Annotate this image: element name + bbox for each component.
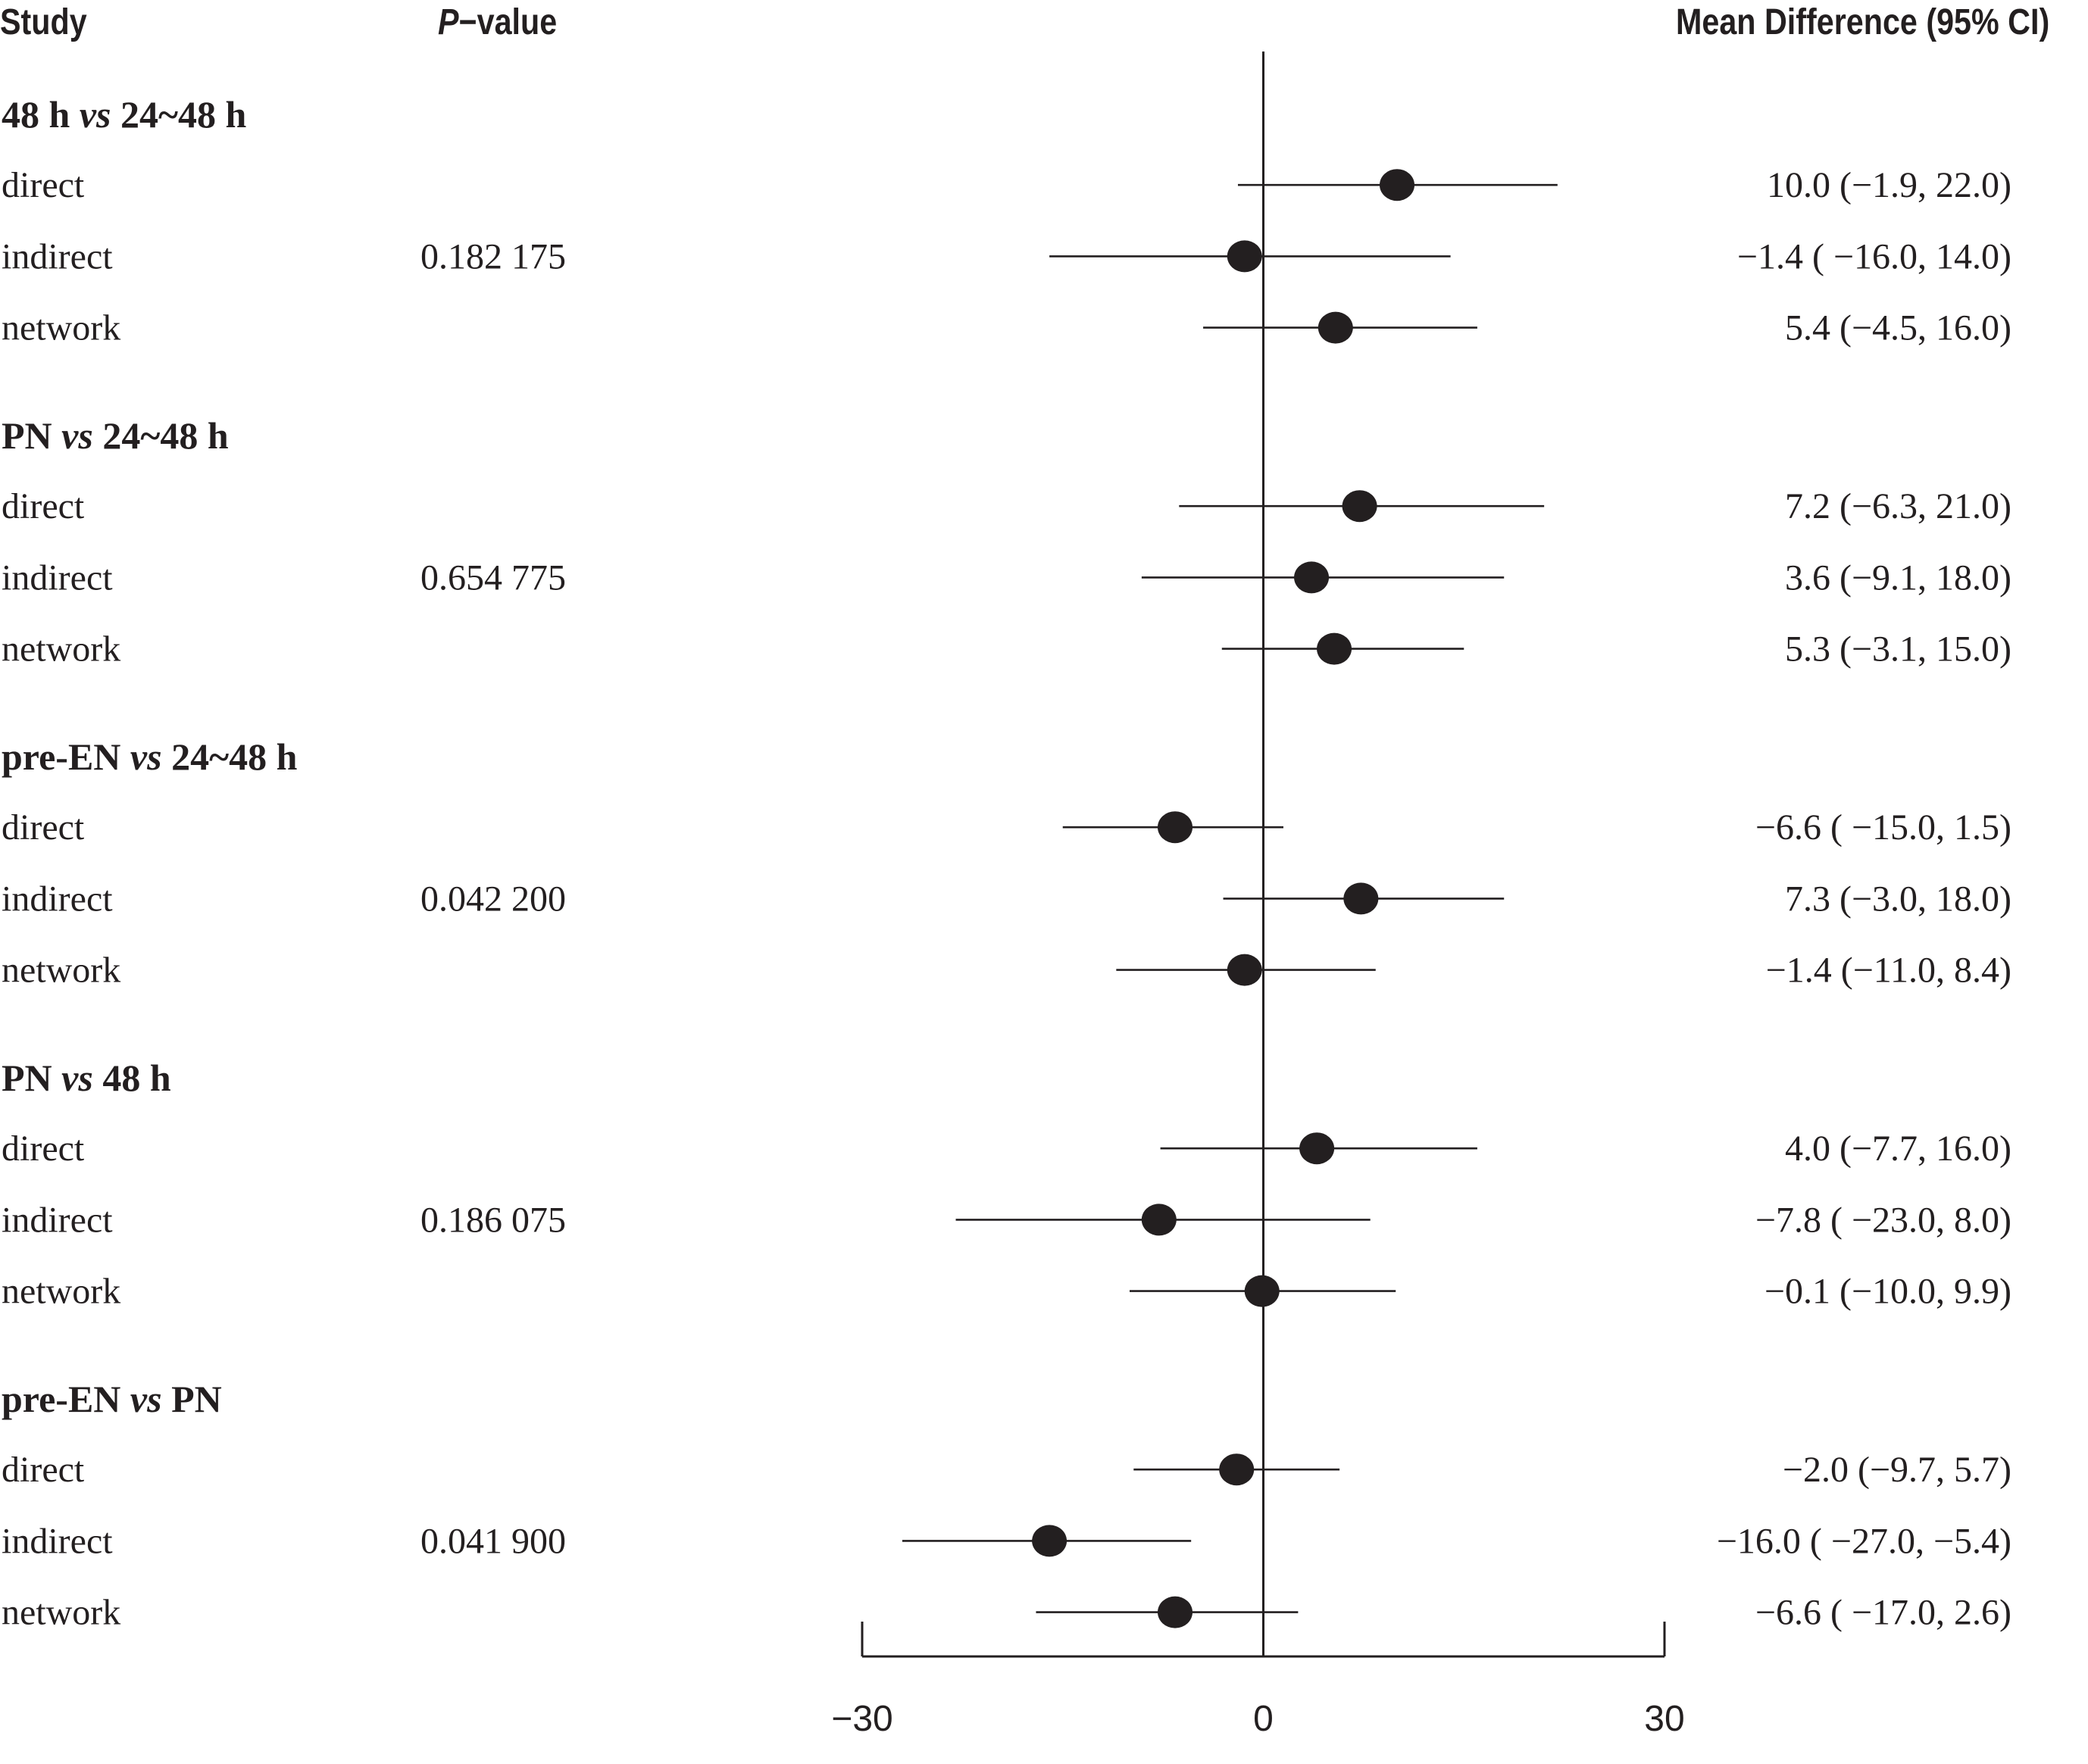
row-label: indirect	[2, 236, 113, 276]
point-estimate-marker	[1380, 169, 1414, 201]
study-column-header: Study	[0, 2, 87, 42]
mean-difference-value: −1.4 ( −16.0, 14.0)	[1737, 236, 2011, 276]
point-estimate-marker	[1032, 1525, 1067, 1557]
row-label: network	[2, 951, 120, 991]
vs-italic: vs	[130, 735, 162, 778]
comparison-label-part: PN	[162, 1378, 222, 1420]
p-value: 0.042 200	[420, 879, 566, 919]
row-label: direct	[2, 165, 85, 205]
p-value-header-italic: P	[438, 2, 459, 42]
point-estimate-marker	[1158, 811, 1193, 844]
p-value: 0.041 900	[420, 1521, 566, 1561]
comparison-label-part: 24~48 h	[93, 414, 229, 457]
x-axis-tick-label: 30	[1644, 1699, 1684, 1739]
row-label: indirect	[2, 1521, 113, 1561]
row-label: network	[2, 629, 120, 670]
x-axis-tick-label: 0	[1253, 1699, 1274, 1739]
comparison-label-part: 48 h	[2, 93, 80, 136]
row-label: direct	[2, 486, 85, 526]
point-estimate-marker	[1294, 561, 1330, 594]
mean-difference-value: 3.6 (−9.1, 18.0)	[1785, 557, 2011, 598]
mean-difference-value: −6.6 ( −17.0, 2.6)	[1755, 1593, 2011, 1633]
mean-difference-value: −0.1 (−10.0, 9.9)	[1764, 1272, 2011, 1312]
p-value-column-header: P−value	[438, 0, 557, 45]
point-estimate-marker	[1227, 954, 1262, 986]
point-estimate-marker	[1342, 490, 1377, 523]
comparison-label-part: PN	[2, 414, 61, 457]
comparison-label: pre-EN vs 24~48 h	[2, 735, 298, 778]
point-estimate-marker	[1158, 1596, 1193, 1628]
mean-difference-value: 7.2 (−6.3, 21.0)	[1785, 486, 2011, 526]
comparison-label: 48 h vs 24~48 h	[2, 93, 246, 136]
comparison-label: PN vs 24~48 h	[2, 414, 229, 457]
mean-difference-value: 10.0 (−1.9, 22.0)	[1767, 165, 2011, 205]
point-estimate-marker	[1299, 1132, 1335, 1165]
row-label: network	[2, 1593, 120, 1633]
p-value: 0.654 775	[420, 557, 566, 598]
point-estimate-marker	[1219, 1453, 1255, 1486]
mean-difference-value: 4.0 (−7.7, 16.0)	[1785, 1129, 2011, 1169]
mean-difference-column-header: Mean Difference (95% CI)	[1676, 2, 2050, 42]
comparison-label: pre-EN vs PN	[2, 1378, 222, 1420]
point-estimate-marker	[1317, 632, 1352, 665]
row-label: direct	[2, 807, 85, 848]
comparison-label-part: pre-EN	[2, 1378, 130, 1420]
comparison-label-part: 48 h	[93, 1057, 171, 1099]
vs-italic: vs	[61, 414, 93, 457]
row-label: indirect	[2, 1200, 113, 1240]
point-estimate-marker	[1318, 311, 1353, 344]
comparison-label-part: 24~48 h	[111, 93, 246, 136]
x-axis-tick-label: −30	[831, 1699, 892, 1739]
row-label: indirect	[2, 557, 113, 598]
mean-difference-value: 5.3 (−3.1, 15.0)	[1785, 629, 2011, 670]
comparison-label-part: PN	[2, 1057, 61, 1099]
point-estimate-marker	[1141, 1204, 1177, 1236]
row-label: direct	[2, 1450, 85, 1490]
mean-difference-value: 7.3 (−3.0, 18.0)	[1785, 879, 2011, 919]
vs-italic: vs	[130, 1378, 162, 1420]
row-label: direct	[2, 1129, 85, 1169]
p-value: 0.182 175	[420, 236, 566, 276]
vs-italic: vs	[80, 93, 111, 136]
p-value-header-rest: −value	[458, 2, 558, 42]
point-estimate-marker	[1343, 882, 1379, 915]
comparison-label-part: pre-EN	[2, 735, 130, 778]
mean-difference-value: −6.6 ( −15.0, 1.5)	[1755, 807, 2011, 848]
mean-difference-value: −16.0 ( −27.0, −5.4)	[1717, 1521, 2011, 1561]
mean-difference-value: −7.8 ( −23.0, 8.0)	[1755, 1200, 2011, 1240]
p-value: 0.186 075	[420, 1200, 566, 1240]
mean-difference-value: −1.4 (−11.0, 8.4)	[1766, 951, 2011, 991]
mean-difference-value: 5.4 (−4.5, 16.0)	[1785, 308, 2011, 348]
comparison-label: PN vs 48 h	[2, 1057, 171, 1099]
point-estimate-marker	[1244, 1275, 1280, 1307]
comparison-label-part: 24~48 h	[162, 735, 298, 778]
mean-difference-value: −2.0 (−9.7, 5.7)	[1783, 1450, 2011, 1490]
vs-italic: vs	[61, 1057, 93, 1099]
row-label: indirect	[2, 879, 113, 919]
point-estimate-marker	[1227, 240, 1262, 273]
row-label: network	[2, 308, 120, 348]
row-label: network	[2, 1272, 120, 1312]
